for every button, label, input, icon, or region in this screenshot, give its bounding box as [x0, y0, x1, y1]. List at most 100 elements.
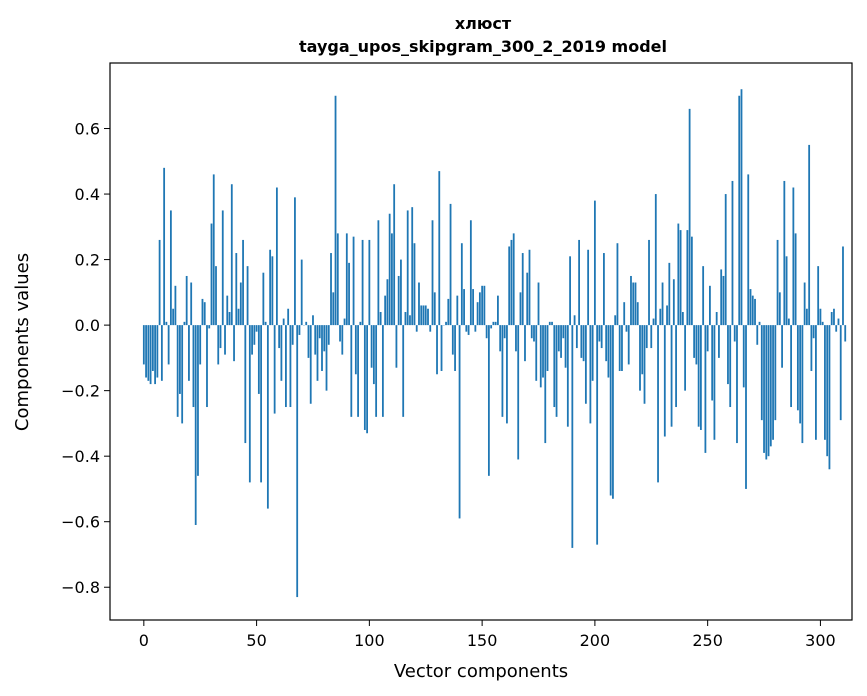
bar: [190, 282, 193, 326]
x-axis-label: Vector components: [394, 661, 568, 682]
bar: [542, 325, 544, 378]
bar: [201, 298, 204, 326]
bar: [621, 325, 623, 371]
bar: [431, 220, 434, 326]
bar: [690, 236, 693, 326]
bar: [625, 325, 628, 332]
bar: [639, 325, 641, 391]
bar: [718, 325, 720, 358]
bar: [445, 321, 447, 326]
bar: [591, 325, 594, 381]
bar: [528, 249, 531, 326]
bar: [643, 325, 646, 404]
bar: [418, 282, 420, 326]
bar: [679, 230, 682, 326]
bar: [230, 184, 233, 326]
bar: [584, 325, 587, 404]
bar: [661, 282, 664, 326]
bar: [169, 210, 172, 326]
bar: [830, 312, 833, 326]
bar: [519, 292, 522, 326]
bar: [181, 325, 184, 424]
bar: [506, 325, 508, 424]
bar: [433, 292, 436, 326]
bar: [704, 325, 707, 453]
bar: [805, 308, 808, 326]
bar: [203, 302, 206, 326]
bar: [266, 325, 269, 509]
bar: [544, 325, 547, 444]
bar: [733, 325, 736, 342]
bar: [174, 285, 177, 326]
bar: [521, 253, 524, 326]
y-tick-label: 0.0: [75, 316, 100, 335]
bar: [769, 325, 772, 447]
bar: [553, 325, 556, 408]
bar: [607, 325, 610, 378]
bar: [494, 321, 497, 326]
bar: [377, 220, 380, 326]
bar: [837, 318, 840, 326]
bar: [740, 89, 743, 326]
bar: [307, 325, 310, 358]
bar: [424, 305, 427, 326]
bar: [517, 325, 520, 460]
bar: [314, 325, 317, 355]
bar: [557, 325, 560, 352]
bar: [451, 325, 454, 355]
bar: [675, 325, 677, 408]
bar: [666, 305, 668, 326]
bar: [792, 187, 795, 326]
bar: [154, 325, 156, 385]
bar: [183, 321, 186, 326]
bar: [833, 308, 835, 326]
bar: [614, 315, 617, 326]
x-tick-label: 0: [139, 631, 149, 650]
bar: [176, 325, 179, 417]
bar: [699, 325, 702, 430]
bar: [366, 325, 368, 434]
bar: [217, 325, 220, 365]
bar: [580, 325, 583, 358]
bar: [497, 295, 499, 326]
bar: [271, 256, 274, 326]
bar: [787, 318, 790, 326]
axes-frame: [109, 62, 853, 621]
bar: [149, 325, 152, 385]
bar: [300, 259, 303, 326]
bar: [630, 275, 632, 326]
bar: [334, 95, 337, 326]
bar: [842, 246, 844, 326]
bar: [440, 325, 443, 371]
bar: [212, 174, 215, 326]
bar: [422, 305, 425, 326]
bar: [515, 325, 517, 352]
bar: [363, 325, 366, 430]
bar: [361, 239, 364, 326]
bar: [449, 203, 452, 326]
y-tick-label: −0.6: [61, 513, 100, 532]
bar: [763, 325, 765, 453]
bar: [794, 233, 797, 326]
bar: [391, 233, 393, 326]
bar: [654, 194, 657, 326]
bar: [469, 220, 472, 326]
bar: [571, 325, 574, 548]
x-tick-label: 100: [354, 631, 385, 650]
bar: [379, 312, 382, 326]
bar: [706, 325, 709, 352]
x-tick-label: 300: [805, 631, 836, 650]
bar: [237, 308, 240, 326]
bar: [179, 325, 181, 394]
bar: [715, 312, 718, 326]
bar: [686, 230, 689, 326]
bar: [348, 262, 350, 326]
bar: [393, 184, 396, 326]
bar: [677, 223, 680, 326]
x-tick-label: 200: [580, 631, 611, 650]
bar: [641, 325, 644, 375]
bar: [472, 289, 474, 326]
bar: [648, 239, 650, 326]
bar: [537, 282, 540, 326]
bar: [147, 325, 150, 381]
